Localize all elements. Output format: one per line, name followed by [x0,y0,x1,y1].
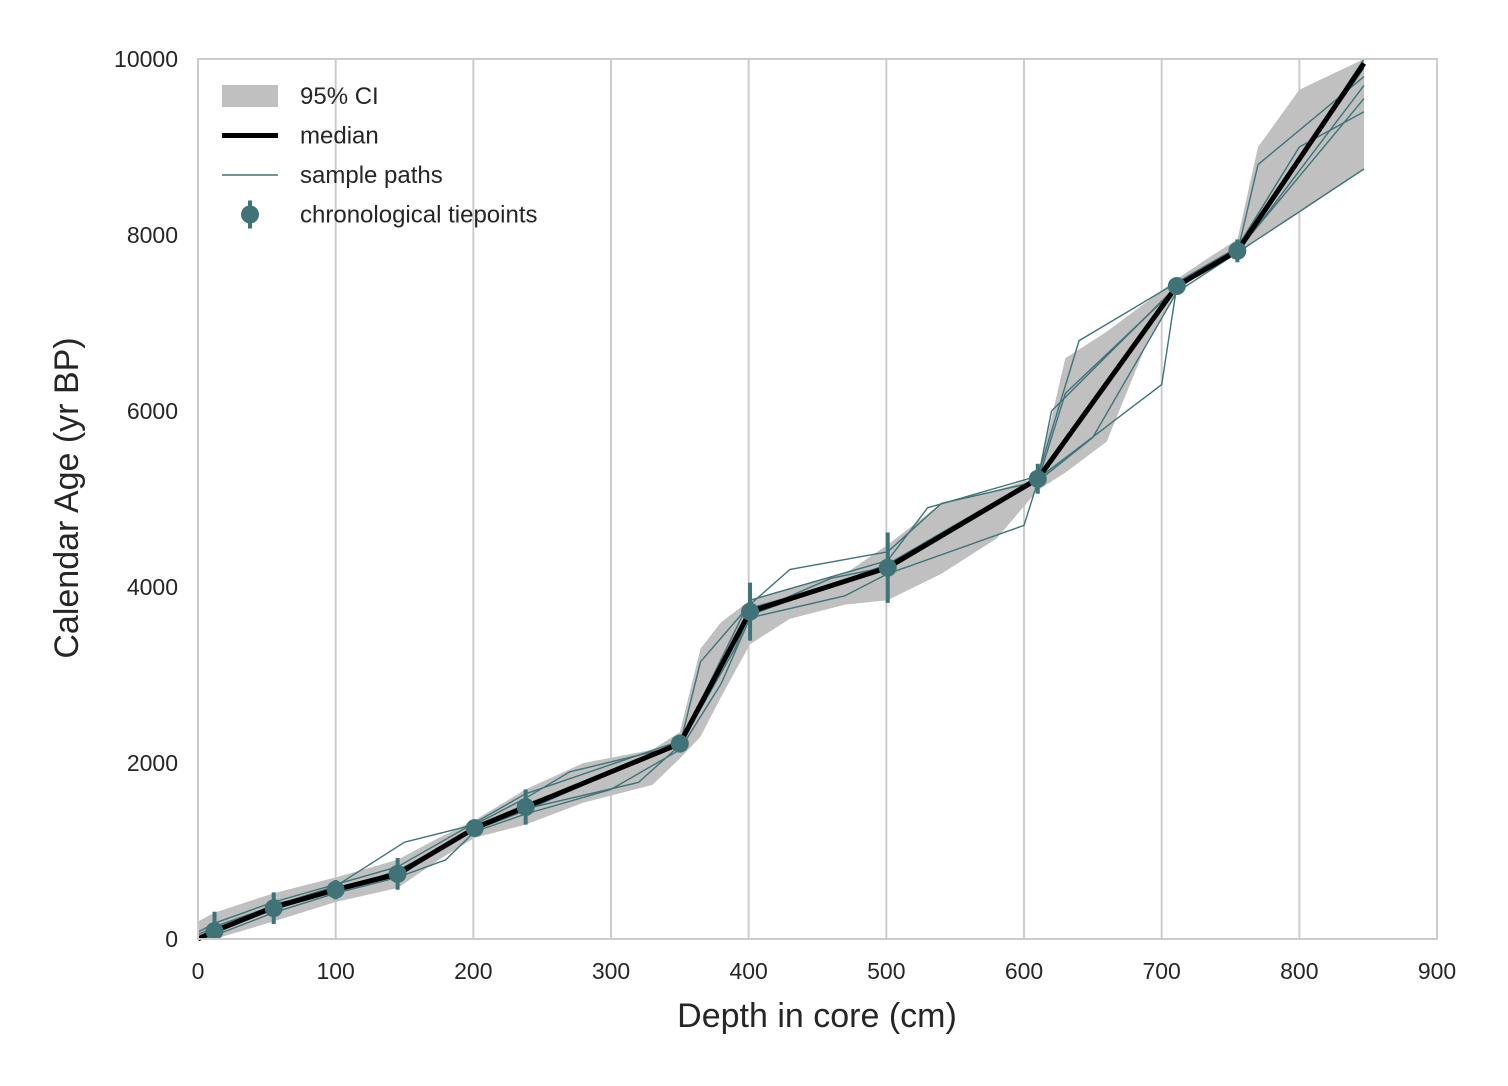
sample-path-1 [197,67,1365,940]
plot-border [197,58,1438,940]
tiepoint-9 [1028,463,1047,494]
legend-swatch-tiepoint [241,205,259,224]
sample-path-3 [197,168,1365,940]
legend: 95% CI median sample paths chronological ti… [222,83,537,229]
x-tick-200: 200 [454,958,492,984]
y-tick-0: 0 [165,926,178,952]
sample-path-0 [197,58,1365,938]
tiepoint-1 [264,892,283,925]
legend-item-ci: 95% CI [222,83,379,110]
y-tick-10000: 10000 [114,46,178,72]
tiepoint-marker-10 [1167,277,1186,296]
tiepoint-marker-1 [264,899,283,918]
x-tick-800: 800 [1280,958,1318,984]
ci-band [198,59,1364,939]
tiepoint-marker-8 [878,558,897,577]
x-tick-600: 600 [1005,958,1043,984]
x-axis-label: Depth in core (cm) [677,997,957,1035]
x-tick-300: 300 [592,958,630,984]
tiepoint-marker-6 [670,734,689,753]
tiepoint-11 [1228,239,1247,263]
legend-label-median: median [300,123,379,150]
median-line [196,62,1367,942]
legend-item-samples: sample paths [222,162,443,189]
tiepoint-0 [205,911,224,941]
tiepoints-layer [205,239,1247,941]
legend-label-tiepoints: chronological tiepoints [300,202,537,229]
y-tick-2000: 2000 [127,750,178,776]
sample-path-4 [197,111,1365,933]
tiepoint-marker-7 [741,602,760,621]
tiepoint-marker-4 [465,819,484,838]
x-tick-100: 100 [316,958,354,984]
tiepoint-10 [1167,277,1186,296]
tiepoint-3 [388,858,407,890]
median-line-layer [196,62,1367,942]
sample-paths-layer [197,58,1365,940]
y-axis-label: Calendar Age (yr BP) [48,337,86,658]
x-tick-400: 400 [729,958,767,984]
tiepoint-2 [326,880,345,900]
legend-item-median: median [222,123,379,150]
y-tick-labels: 0 2000 4000 6000 8000 10000 [114,46,178,952]
tiepoint-8 [878,532,897,603]
tiepoint-7 [741,582,760,641]
legend-swatch-ci [222,85,278,107]
tiepoint-4 [465,819,484,838]
legend-item-tiepoints: chronological tiepoints [241,200,537,229]
x-tick-labels: 0 100 200 300 400 500 600 700 800 900 [192,958,1457,984]
legend-label-samples: sample paths [300,162,443,189]
x-tick-500: 500 [867,958,905,984]
tiepoint-marker-9 [1028,469,1047,488]
tiepoint-5 [516,789,535,825]
x-tick-0: 0 [192,958,205,984]
tiepoint-6 [670,734,689,753]
ci-band-layer [198,59,1364,939]
plot-frame [197,58,1438,940]
legend-label-ci: 95% CI [300,83,379,110]
tiepoint-marker-3 [388,864,407,883]
y-tick-6000: 6000 [127,398,178,424]
x-tick-900: 900 [1418,958,1456,984]
x-tick-700: 700 [1142,958,1180,984]
y-tick-4000: 4000 [127,574,178,600]
tiepoint-marker-5 [516,798,535,816]
tiepoint-marker-11 [1228,241,1247,260]
tiepoint-marker-2 [326,880,345,899]
y-tick-8000: 8000 [127,222,178,248]
tiepoint-marker-0 [205,922,224,941]
